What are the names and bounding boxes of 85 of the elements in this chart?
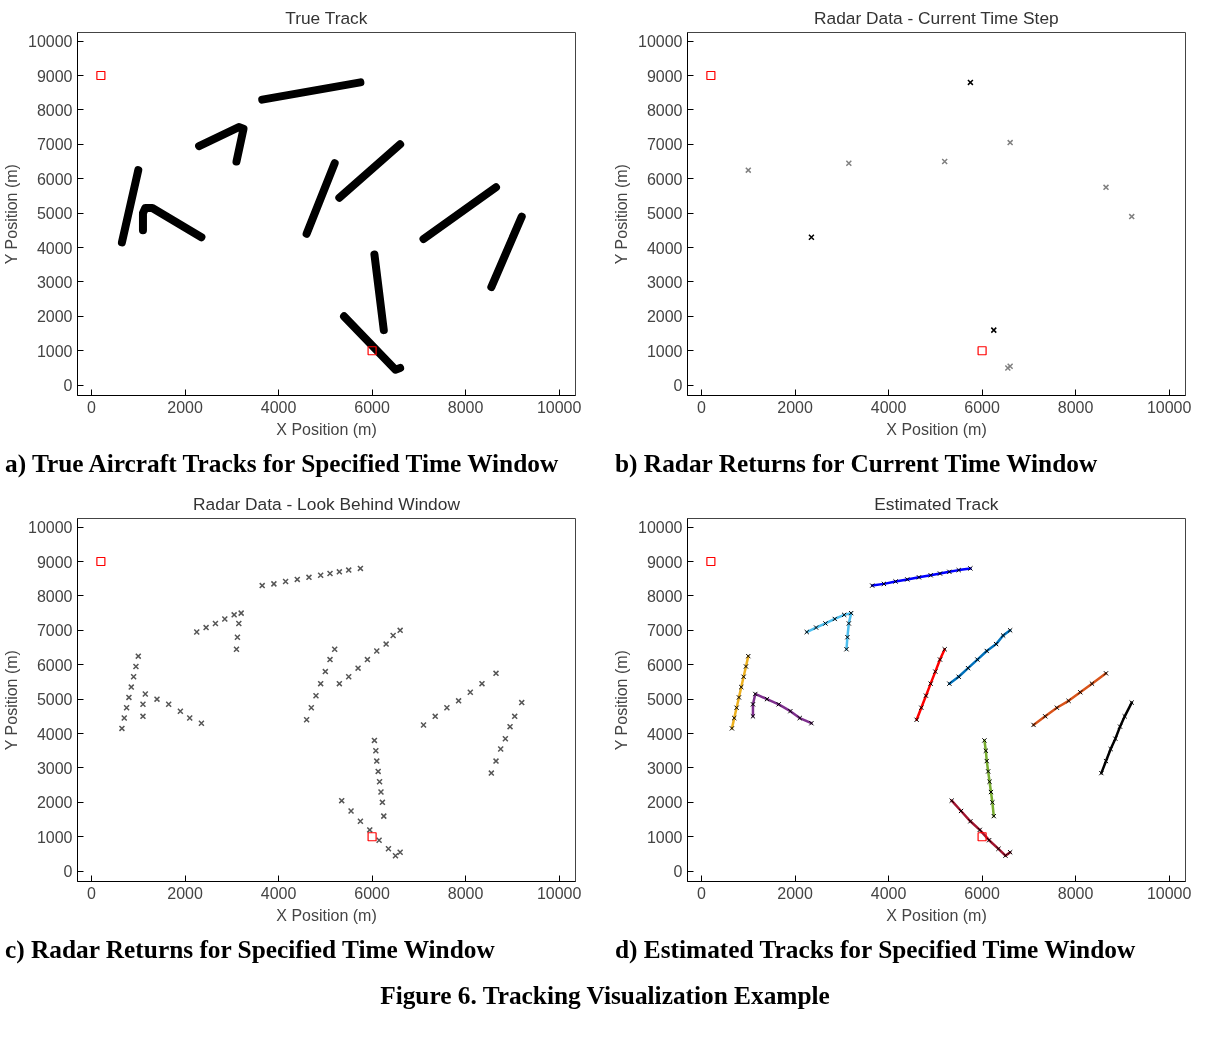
text: c) Radar Returns for Specified Time Window [5, 934, 495, 966]
x-tick-label: 6000 [354, 884, 390, 902]
y-tick-label: 1000 [36, 828, 73, 846]
y-tick-label: 9000 [646, 67, 683, 85]
caption: Figure 6. Tracking Visualization Example [380, 980, 830, 1012]
x-tick-label: 0 [697, 884, 707, 902]
x-tick-label: 2000 [777, 398, 813, 416]
y-axis-title: Y Position (m) [3, 650, 21, 751]
y-tick-label: 8000 [646, 101, 683, 119]
x-tick-label: 2000 [777, 884, 813, 902]
y-tick-label: 3000 [36, 273, 73, 291]
y-tick-label: 5000 [646, 205, 683, 223]
y-tick-label: 10000 [28, 33, 73, 51]
y-tick-label: 4000 [36, 239, 73, 257]
y-tick-label: 0 [63, 377, 73, 395]
y-tick-label: 2000 [646, 308, 683, 326]
text: b) Radar Returns for Current Time Window [615, 448, 1098, 479]
y-tick-label: 10000 [638, 519, 683, 537]
y-tick-label: 10000 [638, 33, 683, 51]
x-tick-label: 10000 [536, 884, 582, 902]
y-tick-label: 8000 [646, 588, 683, 606]
text: d) Estimated Tracks for Specified Time Window [615, 934, 1136, 966]
x-tick-label: 6000 [964, 884, 1000, 902]
x-tick-label: 10000 [1146, 884, 1192, 902]
y-tick-label: 6000 [36, 656, 73, 674]
y-tick-label: 2000 [646, 794, 683, 812]
chart-title: Estimated Track [874, 493, 999, 514]
x-tick-label: 4000 [870, 884, 907, 902]
y-tick-label: 8000 [36, 101, 73, 119]
y-tick-label: 4000 [36, 725, 73, 743]
x-axis-title: X Position (m) [276, 906, 377, 924]
x-axis-title: X Position (m) [886, 420, 987, 438]
y-tick-label: 3000 [646, 760, 683, 778]
x-tick-label: 10000 [536, 398, 582, 416]
y-tick-label: 7000 [646, 136, 683, 154]
y-axis-title: Y Position (m) [613, 650, 631, 751]
x-tick-label: 8000 [447, 884, 484, 902]
y-tick-label: 6000 [36, 170, 73, 188]
x-tick-label: 4000 [260, 884, 297, 902]
x-axis-title: X Position (m) [276, 420, 377, 438]
x-tick-label: 6000 [354, 398, 390, 416]
y-axis-title: Y Position (m) [3, 164, 21, 265]
y-tick-label: 7000 [646, 622, 683, 640]
y-tick-label: 5000 [36, 691, 73, 709]
x-tick-label: 6000 [964, 398, 1000, 416]
x-tick-label: 4000 [870, 398, 907, 416]
y-tick-label: 5000 [36, 205, 73, 223]
x-tick-label: 8000 [1057, 398, 1094, 416]
y-tick-label: 9000 [36, 553, 73, 571]
y-tick-label: 4000 [646, 239, 683, 257]
y-tick-label: 1000 [36, 342, 73, 360]
y-tick-label: 0 [673, 863, 683, 881]
y-tick-label: 9000 [36, 67, 73, 85]
y-tick-label: 2000 [36, 308, 73, 326]
x-tick-label: 4000 [260, 398, 297, 416]
y-tick-label: 9000 [646, 553, 683, 571]
x-tick-label: 10000 [1146, 398, 1192, 416]
x-tick-label: 2000 [167, 398, 203, 416]
y-tick-label: 5000 [646, 691, 683, 709]
y-tick-label: 10000 [28, 519, 73, 537]
y-tick-label: 2000 [36, 794, 73, 812]
y-tick-label: 0 [63, 863, 73, 881]
x-tick-label: 0 [697, 398, 707, 416]
y-tick-label: 6000 [646, 170, 683, 188]
x-axis-title: X Position (m) [886, 906, 987, 924]
text: a) True Aircraft Tracks for Specified Time Window [5, 448, 559, 479]
chart-title: Radar Data - Current Time Step [814, 7, 1059, 28]
y-tick-label: 3000 [646, 273, 683, 291]
y-tick-label: 3000 [36, 760, 73, 778]
x-tick-label: 0 [87, 398, 97, 416]
y-tick-label: 1000 [646, 828, 683, 846]
x-tick-label: 8000 [1057, 884, 1094, 902]
y-tick-label: 4000 [646, 725, 683, 743]
y-tick-label: 6000 [646, 656, 683, 674]
x-tick-label: 2000 [167, 884, 203, 902]
y-tick-label: 7000 [36, 136, 73, 154]
x-tick-label: 0 [87, 884, 97, 902]
y-tick-label: 1000 [646, 342, 683, 360]
chart-title: True Track [285, 7, 368, 28]
chart-title: Radar Data - Look Behind Window [193, 493, 461, 514]
x-tick-label: 8000 [447, 398, 484, 416]
y-axis-title: Y Position (m) [613, 164, 631, 265]
y-tick-label: 7000 [36, 622, 73, 640]
y-tick-label: 8000 [36, 588, 73, 606]
y-tick-label: 0 [673, 377, 683, 395]
